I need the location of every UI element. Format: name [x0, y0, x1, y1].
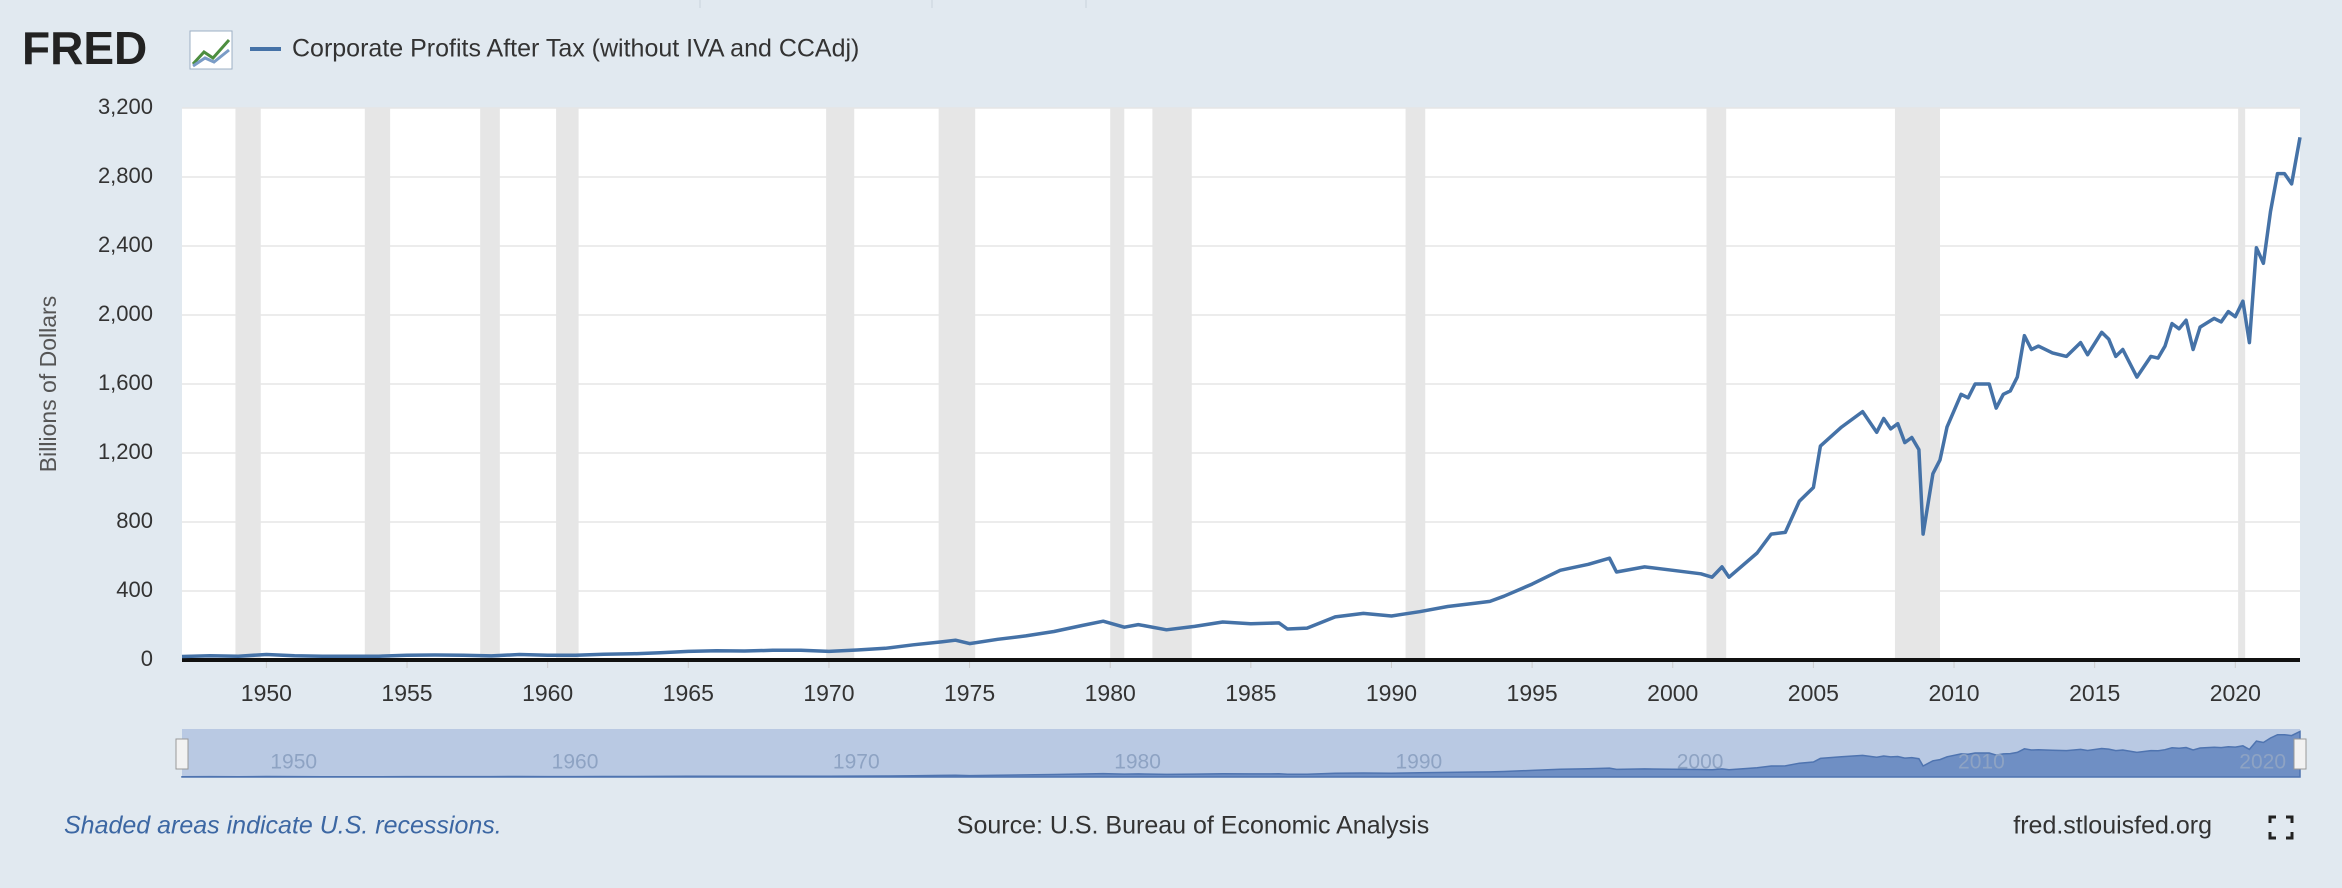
navigator-tick-label: 2010 — [1958, 751, 2005, 774]
site-link[interactable]: fred.stlouisfed.org — [2013, 812, 2212, 840]
x-tick-label: 2000 — [1647, 680, 1698, 706]
x-tick-label: 2010 — [1928, 680, 1979, 706]
x-tick-label: 1965 — [663, 680, 714, 706]
navigator-tick-label: 2020 — [2239, 751, 2286, 774]
navigator-tick-label: 1970 — [833, 751, 880, 774]
x-tick-label: 2020 — [2210, 680, 2261, 706]
x-tick-label: 1955 — [381, 680, 432, 706]
x-tick-label: 1990 — [1366, 680, 1417, 706]
y-axis-label: Billions of Dollars — [35, 296, 61, 472]
navigator-tick-label: 1950 — [270, 751, 317, 774]
x-tick-label: 1985 — [1225, 680, 1276, 706]
x-tick-label: 1995 — [1507, 680, 1558, 706]
legend-label[interactable]: Corporate Profits After Tax (without IVA… — [292, 35, 859, 63]
x-tick-label: 1970 — [803, 680, 854, 706]
fullscreen-button[interactable] — [2268, 815, 2294, 840]
y-tick-label: 400 — [116, 577, 153, 602]
x-tick-label: 1980 — [1085, 680, 1136, 706]
x-tick-label: 2005 — [1788, 680, 1839, 706]
navigator-tick-label: 1960 — [552, 751, 599, 774]
x-tick-label: 1960 — [522, 680, 573, 706]
navigator-handle[interactable] — [175, 738, 2307, 770]
y-tick-label: 2,400 — [98, 232, 153, 257]
series-line — [181, 136, 2302, 659]
y-tick-label: 1,200 — [98, 439, 153, 464]
logo[interactable]: FRED — [22, 22, 147, 74]
y-tick-label: 2,800 — [98, 163, 153, 188]
y-tick-label: 3,200 — [98, 94, 153, 119]
source: Source: U.S. Bureau of Economic Analysis — [957, 812, 1429, 840]
y-tick-label: 1,600 — [98, 370, 153, 395]
x-tick-label: 1975 — [944, 680, 995, 706]
navigator-tick-label: 1980 — [1114, 751, 1161, 774]
navigator-area — [181, 730, 2301, 778]
y-tick-label: 800 — [116, 508, 153, 533]
navigator-tick-label: 1990 — [1395, 751, 1442, 774]
x-tick-label: 1950 — [241, 680, 292, 706]
y-tick-label: 2,000 — [98, 301, 153, 326]
logo-icon — [189, 30, 233, 70]
y-tick-label: 0 — [141, 646, 153, 671]
x-tick-label: 2015 — [2069, 680, 2120, 706]
recession-note: Shaded areas indicate U.S. recessions. — [64, 812, 502, 840]
navigator-tick-label: 2000 — [1677, 751, 1724, 774]
